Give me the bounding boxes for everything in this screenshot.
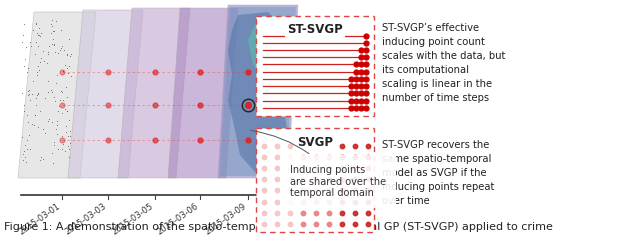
FancyBboxPatch shape — [256, 16, 374, 116]
Text: ST-SVGP recovers the
same spatio-temporal
model as SVGP if the
inducing points r: ST-SVGP recovers the same spatio-tempora… — [383, 140, 495, 206]
Text: ST-SVGP’s effective
inducing point count
scales with the data, but
its computati: ST-SVGP’s effective inducing point count… — [383, 23, 506, 103]
Polygon shape — [220, 7, 296, 176]
Text: 2015-03-03: 2015-03-03 — [63, 202, 108, 237]
Text: Inducing points
are shared over the
temporal domain: Inducing points are shared over the temp… — [251, 130, 386, 198]
FancyBboxPatch shape — [256, 128, 374, 232]
Text: 2015-03-05: 2015-03-05 — [111, 202, 155, 237]
Polygon shape — [248, 22, 282, 95]
Text: 2015-03-09: 2015-03-09 — [204, 202, 248, 237]
Text: ST-SVGP: ST-SVGP — [287, 22, 343, 36]
Polygon shape — [228, 12, 288, 172]
Polygon shape — [18, 12, 96, 178]
Text: Figure 1: A demonstration of the spatio-temporal sparse variational GP (ST-SVGP): Figure 1: A demonstration of the spatio-… — [4, 222, 553, 232]
Polygon shape — [118, 8, 190, 178]
Polygon shape — [68, 10, 143, 178]
Text: 2015-03-01: 2015-03-01 — [17, 202, 62, 237]
Text: Time: Time — [344, 190, 366, 200]
Text: 2015-03-06: 2015-03-06 — [156, 202, 200, 237]
Polygon shape — [168, 8, 238, 178]
Text: SVGP: SVGP — [297, 136, 333, 149]
Polygon shape — [218, 5, 298, 178]
